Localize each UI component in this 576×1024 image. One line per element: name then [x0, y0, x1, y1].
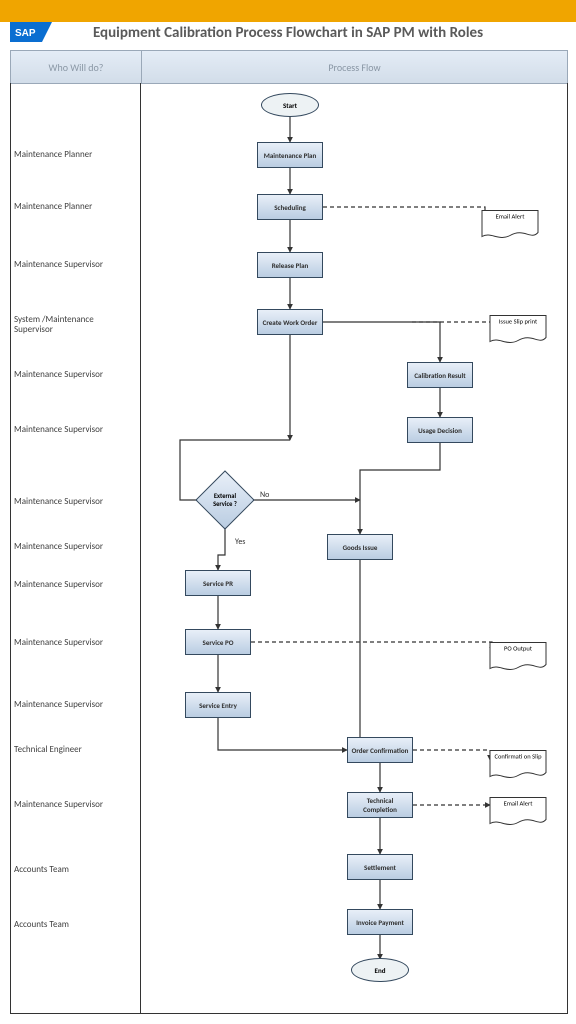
node-po_output: PO Output [489, 642, 547, 679]
role-label: Accounts Team [14, 920, 134, 930]
node-ext_service: External Service ? [197, 472, 253, 528]
lane-header-flow: Process Flow [142, 51, 567, 83]
node-create_wo: Create Work Order [257, 309, 323, 335]
node-settlement: Settlement [347, 854, 413, 880]
node-usage_dec: Usage Decision [407, 417, 473, 443]
node-email_alert2: Email Alert [489, 797, 547, 834]
lane-header: Who Will do? Process Flow [10, 50, 568, 84]
role-label: Accounts Team [14, 865, 134, 875]
edge-label-no: No [260, 490, 269, 500]
node-scheduling: Scheduling [257, 194, 323, 220]
role-label: Maintenance Supervisor [14, 370, 134, 380]
role-label: System /Maintenance Supervisor [14, 315, 134, 336]
node-tech_comp: Technical Completion [347, 792, 413, 818]
lane-header-who: Who Will do? [11, 51, 142, 83]
node-order_conf: Order Confirmation [347, 737, 413, 763]
node-issue_slip: Issue Slip print [489, 315, 547, 352]
node-invoice: Invoice Payment [347, 909, 413, 935]
node-start: Start [261, 93, 319, 117]
edge-label-yes: Yes [235, 537, 245, 547]
accent-bar [0, 0, 576, 22]
role-label: Maintenance Supervisor [14, 580, 134, 590]
node-service_po: Service PO [185, 629, 251, 655]
role-label: Maintenance Supervisor [14, 638, 134, 648]
role-label: Maintenance Planner [14, 150, 134, 160]
node-end: End [351, 958, 409, 982]
node-cal_result: Calibration Result [407, 362, 473, 388]
role-label: Maintenance Supervisor [14, 497, 134, 507]
node-goods_issue: Goods Issue [327, 534, 393, 560]
node-release_plan: Release Plan [257, 252, 323, 278]
page-title: Equipment Calibration Process Flowchart … [0, 24, 576, 42]
role-label: Maintenance Planner [14, 202, 134, 212]
role-label: Maintenance Supervisor [14, 260, 134, 270]
role-label: Maintenance Supervisor [14, 800, 134, 810]
role-label: Technical Engineer [14, 745, 134, 755]
node-service_entry: Service Entry [185, 692, 251, 718]
node-maint_plan: Maintenance Plan [257, 142, 323, 168]
role-label: Maintenance Supervisor [14, 425, 134, 435]
role-label: Maintenance Supervisor [14, 700, 134, 710]
lane-divider [140, 83, 141, 1013]
node-conf_slip: Confirmati on Slip [489, 750, 547, 787]
node-email_alert1: Email Alert [481, 210, 539, 247]
role-label: Maintenance Supervisor [14, 542, 134, 552]
node-service_pr: Service PR [185, 570, 251, 596]
